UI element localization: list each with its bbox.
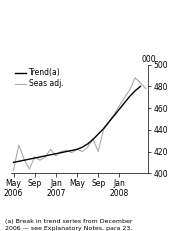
Text: 000: 000: [141, 55, 156, 64]
Legend: Trend(a), Seas adj.: Trend(a), Seas adj.: [15, 69, 64, 88]
Text: (a) Break in trend series from December
2006 — see Explanatory Notes, para 23.: (a) Break in trend series from December …: [5, 219, 133, 231]
